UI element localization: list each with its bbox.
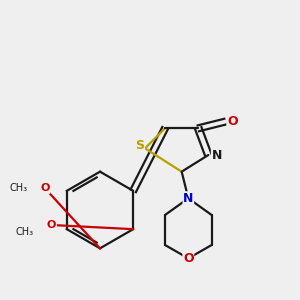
Text: CH₃: CH₃	[16, 227, 34, 237]
Text: N: N	[212, 148, 222, 161]
Text: S: S	[136, 139, 145, 152]
Text: O: O	[183, 252, 194, 265]
Text: O: O	[227, 115, 238, 128]
Text: CH₃: CH₃	[9, 183, 27, 193]
Text: O: O	[47, 220, 56, 230]
Text: O: O	[40, 183, 50, 193]
Text: N: N	[183, 192, 194, 205]
